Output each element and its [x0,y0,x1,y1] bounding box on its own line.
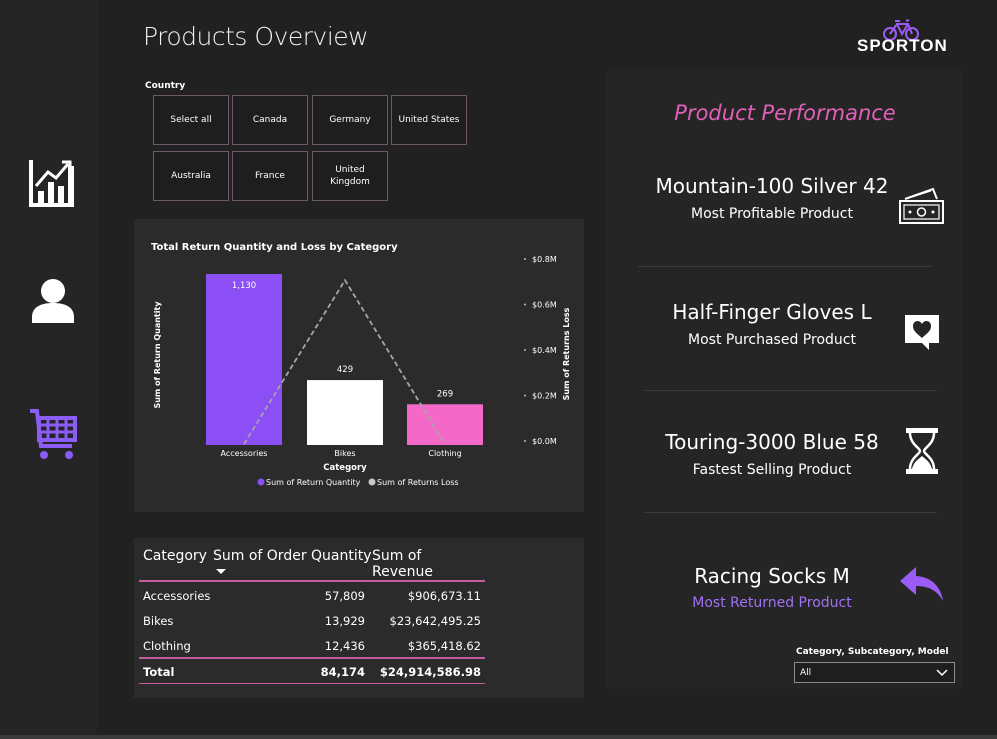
bar-clothing [407,404,483,445]
y2-tick-mark [524,303,526,306]
page-title: Products Overview [143,22,369,51]
table-row-2-category: Clothing [143,639,191,653]
y2-tick-mark [524,258,526,260]
country-option-canada[interactable]: Canada [232,95,308,145]
kpi-profitable-name: Mountain-100 Silver 42 [655,174,889,198]
user-icon[interactable] [31,277,75,329]
country-option-united-states[interactable]: United States [391,95,467,145]
kpi-profitable-label: Most Profitable Product [691,206,853,222]
table-row-1-quantity: 13,929 [324,614,365,628]
kpi-fastest-name: Touring-3000 Blue 58 [665,430,879,454]
x-tick-label: Accessories [221,449,268,458]
brand-logo: SPORTON [857,18,951,58]
return-chart-panel: Total Return Quantity and Loss by Catego… [134,219,584,512]
legend-label: Sum of Return Quantity [266,478,361,487]
country-slicer-label: Country [145,81,186,91]
bar-data-label: 1,130 [232,281,256,291]
bar-data-label: 269 [437,389,453,399]
table-total-revenue: $24,914,586.98 [379,665,481,679]
country-option-united-kingdom[interactable]: United Kingdom [312,151,388,201]
product-performance-title: Product Performance [674,101,896,125]
legend-label: Sum of Returns Loss [377,478,459,487]
y2-tick-label: $0.2M [532,392,557,401]
y2-tick-mark [524,349,526,351]
x-tick-label: Clothing [428,449,461,458]
x-axis-label: Category [323,463,367,473]
bicycle-icon [883,19,919,41]
country-option-select-all[interactable]: Select all [153,95,229,145]
y2-tick-mark [524,440,526,442]
bottom-edge [0,735,997,739]
category-table-panel: Category Sum of Order Quantity Sum of Re… [134,538,584,698]
table-total-quantity: 84,174 [320,665,365,679]
table-row-2-revenue: $365,418.62 [407,639,481,653]
model-filter-dropdown[interactable]: All [794,662,955,683]
country-option-germany[interactable]: Germany [312,95,388,145]
kpi-returned-label: Most Returned Product [692,595,852,611]
model-filter-value: All [800,668,812,678]
table-row-0-category: Accessories [143,589,211,603]
table-header-revenue[interactable]: Sum of Revenue [372,548,433,580]
table-header-order-quantity[interactable]: Sum of Order Quantity [213,548,372,564]
chart-title: Total Return Quantity and Loss by Catego… [151,242,398,253]
return-arrow-icon [900,567,946,607]
bar-chart-growth-icon[interactable] [28,158,76,212]
country-option-france[interactable]: France [232,151,308,201]
shopping-cart-icon[interactable] [28,408,78,468]
kpi-fastest-label: Fastest Selling Product [692,462,852,478]
country-option-australia[interactable]: Australia [153,151,229,201]
table-row-0-quantity: 57,809 [324,589,365,603]
bar-accessories [206,274,282,445]
product-performance-panel: Product Performance Mountain-100 Silver … [607,69,963,689]
table-header-category[interactable]: Category [143,548,207,564]
kpi-divider [638,266,931,267]
kpi-divider [644,390,937,391]
sort-descending-icon[interactable] [216,569,226,574]
table-row-1-category: Bikes [143,614,174,628]
y2-axis-label: Sum of Returns Loss [562,307,571,400]
table-row-0-revenue: $906,673.11 [407,589,481,603]
kpi-purchased-name: Half-Finger Gloves L [672,300,872,324]
chevron-down-icon [936,669,948,677]
money-icon [897,186,947,230]
total-divider [139,657,485,659]
model-filter-label: Category, Subcategory, Model [796,647,949,657]
bar-data-label: 429 [337,365,353,375]
x-tick-label: Bikes [334,449,355,458]
y2-tick-label: $0.4M [532,346,557,355]
legend-marker [257,478,265,486]
table-row-1-revenue: $23,642,495.25 [389,614,481,628]
y2-tick-label: $0.0M [532,437,557,446]
logo-text: SPORTON [857,36,948,55]
y2-tick-mark [524,394,526,397]
y2-tick-label: $0.6M [532,301,557,310]
header-divider [139,580,485,582]
table-total-label: Total [143,665,175,679]
legend-marker [368,478,376,486]
heart-message-icon [903,312,943,356]
returns-loss-line [243,278,446,445]
sidebar [0,0,97,739]
kpi-divider [644,512,937,513]
table-bottom-border [139,683,485,684]
y-axis-label: Sum of Return Quantity [153,301,162,409]
return-chart: Total Return Quantity and Loss by Catego… [151,242,571,487]
table-row-2-quantity: 12,436 [324,639,365,653]
kpi-returned-name: Racing Socks M [694,564,850,588]
bar-bikes [307,380,383,445]
kpi-purchased-label: Most Purchased Product [688,332,856,348]
y2-tick-label: $0.8M [532,255,557,264]
hourglass-icon [904,426,940,480]
